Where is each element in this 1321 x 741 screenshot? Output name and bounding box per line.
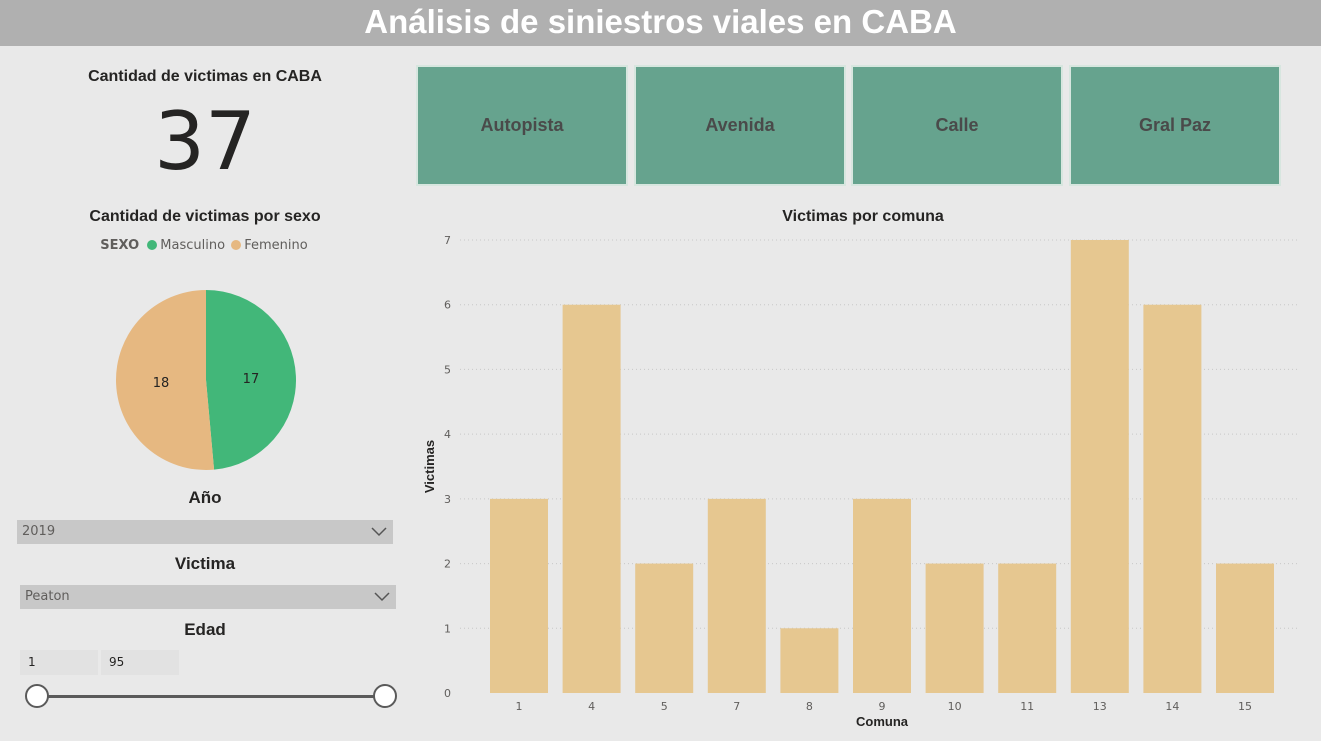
bar-comuna-9[interactable] bbox=[853, 498, 911, 693]
bar-comuna-14[interactable] bbox=[1143, 304, 1202, 693]
legend-label-masculino: Masculino bbox=[160, 238, 226, 253]
victim-dropdown[interactable]: Peaton bbox=[20, 585, 396, 609]
x-tick-label: 15 bbox=[1238, 700, 1252, 713]
y-tick-label: 1 bbox=[444, 622, 451, 635]
victim-slicer-title: Victima bbox=[174, 554, 236, 573]
y-tick-label: 0 bbox=[444, 687, 451, 700]
age-slicer-title: Edad bbox=[184, 620, 226, 639]
bar-comuna-5[interactable] bbox=[635, 563, 694, 693]
pie-data-label-femenino: 18 bbox=[153, 376, 170, 391]
bar-comuna-15[interactable] bbox=[1216, 563, 1274, 693]
bar-comuna-11[interactable] bbox=[998, 563, 1057, 693]
year-slicer-title: Año bbox=[188, 488, 222, 507]
x-tick-label: 10 bbox=[948, 700, 962, 713]
x-tick-label: 13 bbox=[1093, 700, 1107, 713]
age-slider-track[interactable] bbox=[37, 695, 385, 698]
y-tick-label: 3 bbox=[444, 493, 451, 506]
y-tick-label: 2 bbox=[444, 558, 451, 571]
bar-comuna-10[interactable] bbox=[925, 563, 984, 693]
legend-title: SEXO bbox=[100, 238, 140, 253]
autopista-button[interactable]: Autopista bbox=[416, 65, 628, 186]
calle-button[interactable]: Calle bbox=[851, 65, 1063, 186]
legend-label-femenino: Femenino bbox=[244, 238, 308, 253]
x-axis-title: Comuna bbox=[856, 714, 909, 729]
x-tick-label: 5 bbox=[661, 700, 668, 713]
year-dropdown-value: 2019 bbox=[22, 524, 56, 539]
pie-chart-title: Cantidad de victimas por sexo bbox=[89, 208, 321, 225]
bar-comuna-7[interactable] bbox=[707, 498, 766, 693]
chart-title: Victimas por comuna bbox=[782, 208, 944, 225]
legend-dot-masculino bbox=[147, 240, 158, 250]
bar-comuna-4[interactable] bbox=[562, 304, 621, 693]
age-slider-min-handle[interactable] bbox=[25, 684, 49, 708]
y-tick-label: 6 bbox=[444, 299, 451, 312]
y-tick-label: 5 bbox=[444, 363, 451, 376]
x-tick-label: 7 bbox=[733, 700, 740, 713]
page-title: Análisis de siniestros viales en CABA bbox=[0, 0, 1321, 46]
pie-slice-masculino[interactable] bbox=[206, 290, 296, 470]
bar-comuna-8[interactable] bbox=[780, 628, 839, 693]
x-tick-label: 9 bbox=[879, 700, 886, 713]
kpi-value: 37 bbox=[154, 95, 256, 188]
y-tick-label: 4 bbox=[444, 428, 451, 441]
x-tick-label: 11 bbox=[1020, 700, 1034, 713]
legend-item-femenino[interactable]: Femenino bbox=[231, 238, 308, 253]
avenida-button[interactable]: Avenida bbox=[634, 65, 846, 186]
y-axis-title: Victimas bbox=[422, 440, 437, 493]
chevron-down-icon bbox=[371, 527, 387, 537]
x-tick-label: 1 bbox=[516, 700, 523, 713]
age-min-input[interactable]: 1 bbox=[20, 650, 98, 675]
gral-paz-button[interactable]: Gral Paz bbox=[1069, 65, 1281, 186]
bar-comuna-13[interactable] bbox=[1070, 240, 1129, 693]
age-max-input[interactable]: 95 bbox=[101, 650, 179, 675]
x-tick-label: 8 bbox=[806, 700, 813, 713]
pie-legend: SEXO Masculino Femenino bbox=[0, 238, 410, 253]
kpi-title: Cantidad de victimas en CABA bbox=[88, 68, 322, 85]
chevron-down-icon bbox=[374, 592, 390, 602]
legend-item-masculino[interactable]: Masculino bbox=[147, 238, 225, 253]
bar-comuna-1[interactable] bbox=[490, 498, 548, 693]
age-slider-max-handle[interactable] bbox=[373, 684, 397, 708]
victim-dropdown-value: Peaton bbox=[25, 589, 70, 604]
legend-dot-femenino bbox=[231, 240, 242, 250]
year-dropdown[interactable]: 2019 bbox=[17, 520, 393, 544]
x-tick-label: 14 bbox=[1165, 700, 1179, 713]
y-tick-label: 7 bbox=[444, 234, 451, 247]
x-tick-label: 4 bbox=[588, 700, 595, 713]
pie-slice-femenino[interactable] bbox=[116, 290, 215, 470]
pie-data-label-masculino: 17 bbox=[243, 372, 260, 387]
